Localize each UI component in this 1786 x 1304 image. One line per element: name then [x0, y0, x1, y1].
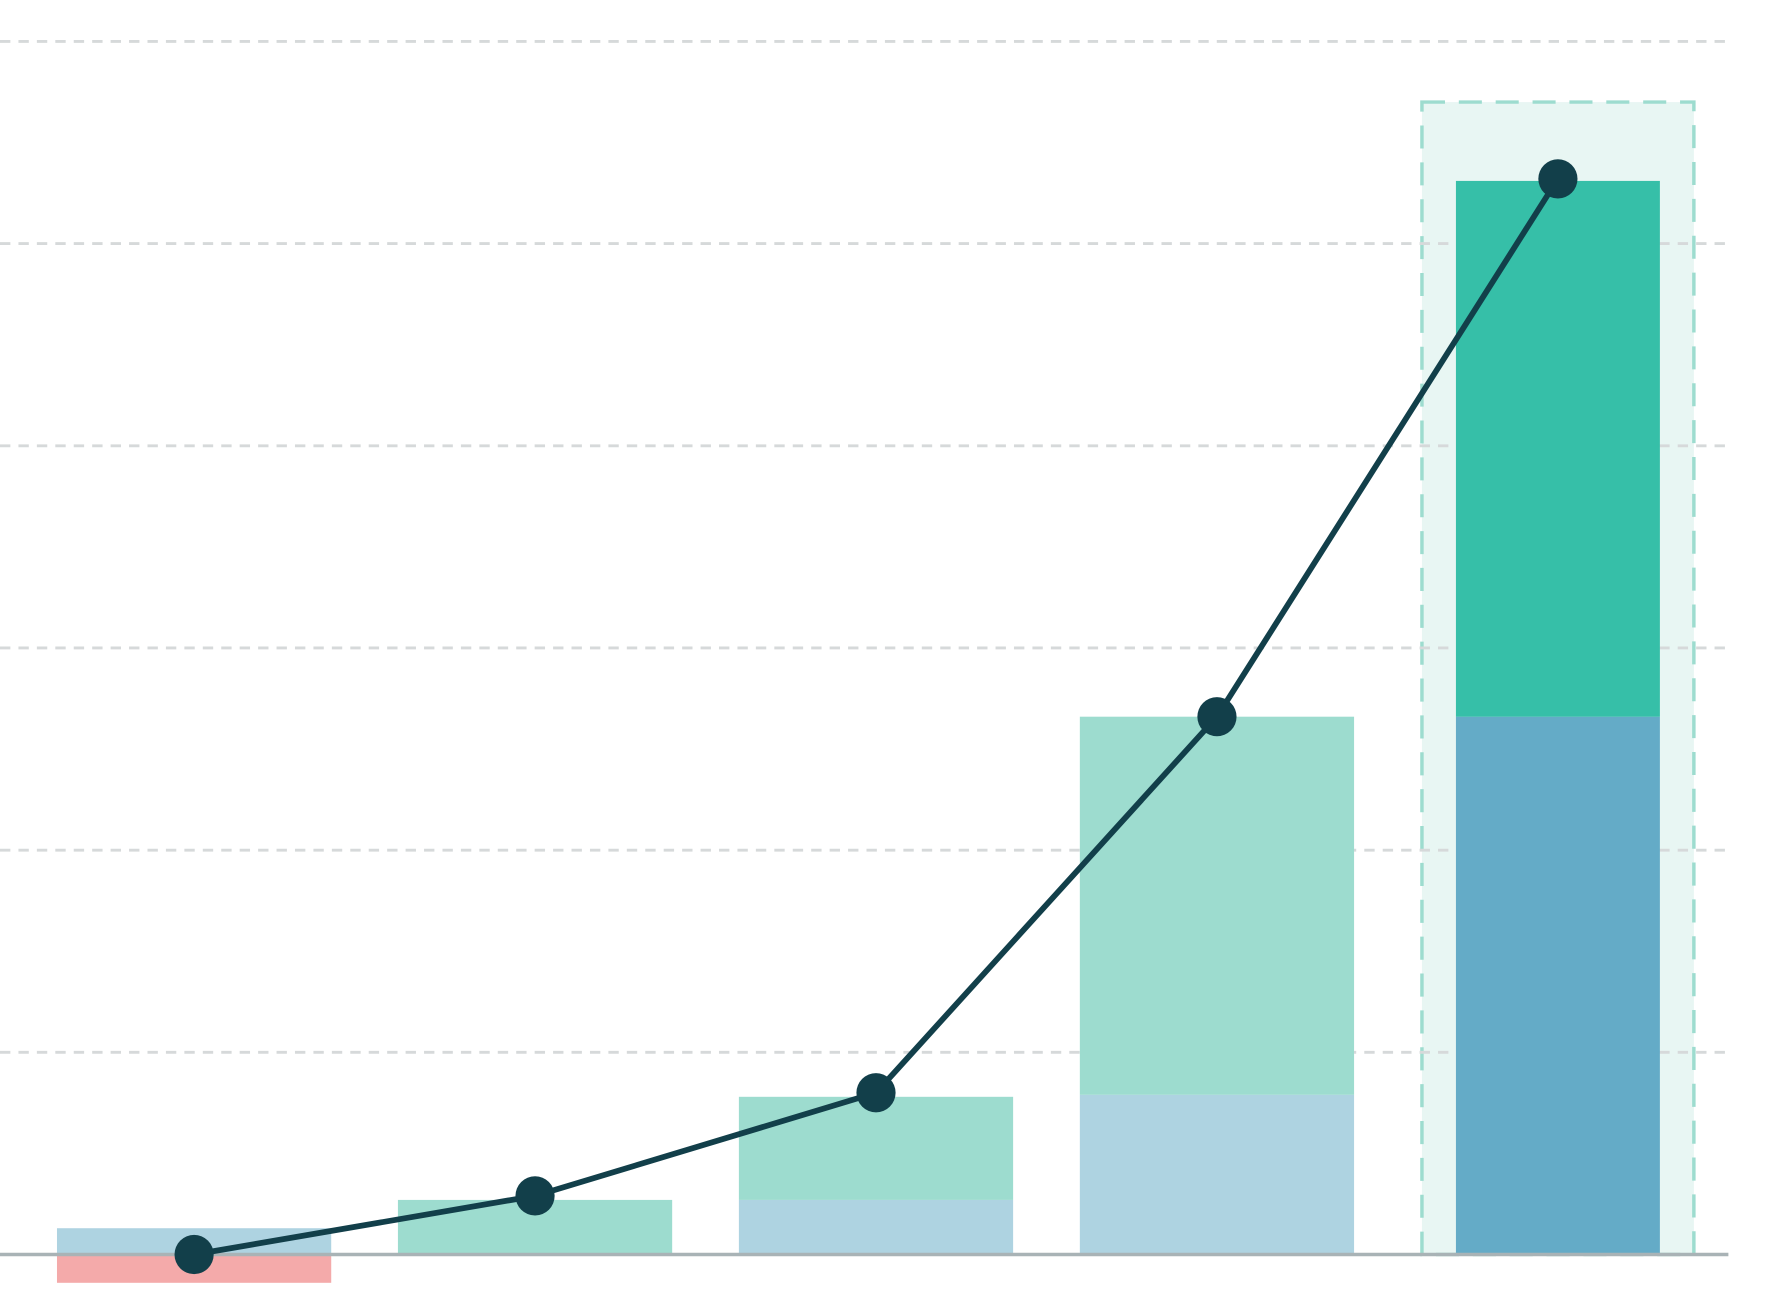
- line-point: [174, 1234, 214, 1275]
- bar: [1455, 716, 1660, 1255]
- bar: [1455, 180, 1660, 717]
- line-point: [1197, 697, 1237, 737]
- bar: [1079, 1094, 1355, 1255]
- bar: [738, 1096, 1014, 1200]
- line-point: [856, 1073, 896, 1113]
- line-point: [1538, 159, 1578, 199]
- bar: [1079, 716, 1355, 1095]
- bar: [738, 1199, 1014, 1255]
- line-point: [515, 1176, 555, 1216]
